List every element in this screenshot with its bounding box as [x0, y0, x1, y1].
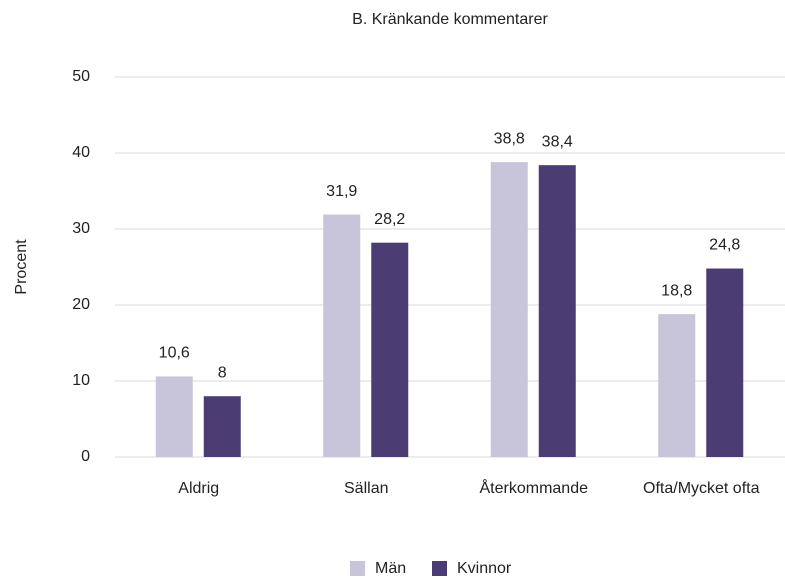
y-tick-label: 30: [72, 220, 90, 237]
bar: [490, 162, 528, 457]
data-label: 28,2: [374, 211, 405, 228]
x-tick-label: Ofta/Mycket ofta: [643, 480, 760, 497]
legend-swatch: [432, 561, 447, 576]
y-tick-label: 50: [72, 68, 90, 85]
bar: [538, 165, 576, 457]
x-tick-label: Återkommande: [479, 480, 589, 497]
x-tick-label: Sällan: [344, 480, 389, 497]
legend-label: Kvinnor: [457, 560, 512, 577]
legend-swatch: [350, 561, 365, 576]
legend-label: Män: [375, 560, 406, 577]
x-tick-label: Aldrig: [178, 480, 220, 497]
data-label: 8: [218, 364, 227, 381]
data-label: 24,8: [709, 237, 740, 254]
data-label: 38,8: [494, 130, 525, 147]
bar: [203, 396, 241, 457]
bar: [323, 214, 361, 457]
bar: [371, 242, 409, 457]
y-tick-label: 10: [72, 372, 90, 389]
data-label: 31,9: [326, 183, 357, 200]
y-axis-label: Procent: [13, 239, 30, 295]
y-tick-label: 20: [72, 296, 90, 313]
bar: [155, 376, 193, 457]
bar: [706, 268, 744, 457]
data-label: 38,4: [542, 133, 573, 150]
bar: [658, 314, 696, 457]
y-tick-label: 40: [72, 144, 90, 161]
data-label: 18,8: [661, 282, 692, 299]
data-label: 10,6: [159, 345, 190, 362]
chart-title: B. Kränkande kommentarer: [352, 11, 548, 28]
y-tick-label: 0: [81, 448, 90, 465]
